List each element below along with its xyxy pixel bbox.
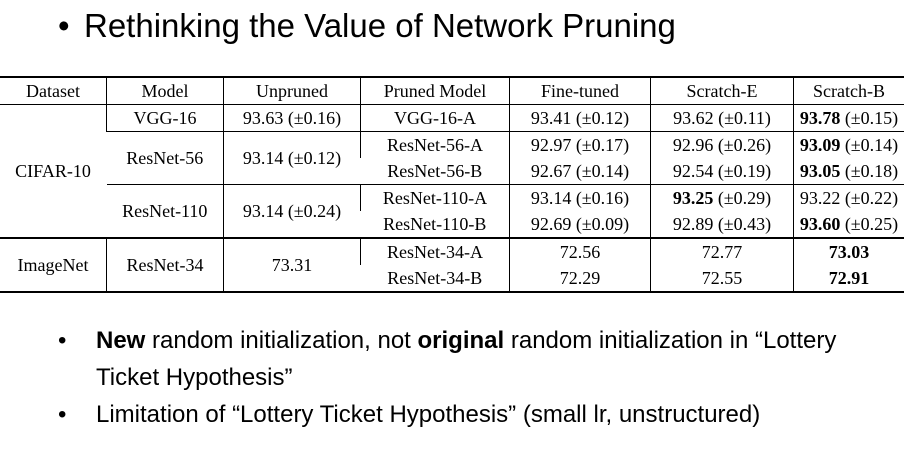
best-value: 93.05 (799, 161, 841, 181)
std-value: (±0.29) (713, 188, 772, 208)
header-dataset: Dataset (26, 81, 80, 101)
model-cell: VGG-16 (106, 104, 224, 132)
scratch-b-cell: 93.78 (±0.15) (793, 104, 904, 132)
model-cell: ResNet-56 (126, 148, 204, 168)
best-value: 73.03 (828, 242, 870, 262)
header-model: Model (106, 77, 224, 105)
scratch-b-cell: 93.05 (±0.18) (793, 158, 904, 185)
fine-tuned-cell: 93.14 (±0.16) (509, 184, 651, 211)
unpruned-cell: 93.14 (±0.24) (223, 184, 361, 238)
fine-tuned-cell: 72.56 (509, 238, 651, 265)
scratch-e-cell: 92.96 (±0.26) (650, 131, 794, 158)
bullet-text: random initialization, not (145, 327, 418, 354)
bold-text: New (96, 327, 146, 354)
unpruned-cell: 93.14 (±0.12) (223, 131, 361, 185)
scratch-b-cell: 73.03 (793, 238, 904, 265)
header-fine-tuned: Fine-tuned (509, 77, 651, 105)
bullet-item: New random initialization, not original … (58, 322, 898, 396)
dataset-cell: ImageNet (17, 255, 89, 275)
table-header-row: Dataset Model Unpruned Pruned Model Fine… (0, 77, 904, 105)
header-unpruned: Unpruned (223, 77, 361, 105)
bold-text: original (417, 327, 505, 354)
header-scratch-b: Scratch-B (793, 77, 904, 105)
std-value: (±0.25) (840, 214, 899, 234)
table-row: ResNet-56-B 92.67 (±0.14) 92.54 (±0.19) … (0, 158, 904, 185)
fine-tuned-cell: 92.69 (±0.09) (509, 211, 651, 238)
table-row: ResNet-110-B 92.69 (±0.09) 92.89 (±0.43)… (0, 211, 904, 238)
best-value: 93.09 (799, 135, 841, 155)
table-row: ResNet-34-B 72.29 72.55 72.91 (0, 265, 904, 292)
scratch-e-cell: 72.77 (650, 238, 794, 265)
std-value: (±0.18) (840, 161, 899, 181)
fine-tuned-cell: 92.97 (±0.17) (509, 131, 651, 158)
pruned-model-cell: ResNet-110-B (383, 214, 487, 234)
scratch-e-cell: 92.54 (±0.19) (650, 158, 794, 185)
scratch-e-cell: 93.62 (±0.11) (650, 104, 794, 132)
model-cell: ResNet-34 (106, 238, 224, 292)
pruned-model-cell: ResNet-110-A (360, 184, 510, 211)
scratch-b-cell: 93.09 (±0.14) (793, 131, 904, 158)
scratch-e-cell: 72.55 (650, 265, 794, 292)
table-row: CIFAR-10 VGG-16 93.63 (±0.16) VGG-16-A 9… (0, 104, 904, 181)
best-value: 93.78 (799, 108, 841, 128)
table-row: ImageNet ResNet-34 73.31 ResNet-34-A 72.… (0, 238, 904, 292)
bullet-text: Limitation of “Lottery Ticket Hypothesis… (96, 401, 761, 428)
title-bullet: • (58, 7, 70, 44)
pruned-model-cell: ResNet-56-B (387, 161, 483, 181)
table-row: ResNet-56 93.14 (±0.12) ResNet-56-A 92.9… (0, 131, 904, 185)
bullet-item: Limitation of “Lottery Ticket Hypothesis… (58, 396, 898, 433)
bullet-text: random initialization in “Lottery Ticket… (96, 327, 837, 391)
model-cell: ResNet-110 (122, 201, 208, 221)
bullet-list: New random initialization, not original … (58, 322, 898, 433)
results-table: Dataset Model Unpruned Pruned Model Fine… (0, 76, 904, 293)
unpruned-cell: 93.63 (±0.16) (223, 104, 361, 132)
slide-title-text: Rethinking the Value of Network Pruning (84, 7, 676, 44)
header-scratch-e: Scratch-E (650, 77, 794, 105)
std-value: (±0.15) (840, 108, 899, 128)
pruned-model-cell: VGG-16-A (360, 104, 510, 132)
header-pruned-model: Pruned Model (360, 77, 510, 105)
best-value: 93.60 (799, 214, 841, 234)
best-value: 72.91 (828, 268, 870, 288)
scratch-b-cell: 72.91 (793, 265, 904, 292)
slide-title: • Rethinking the Value of Network Pruning (58, 4, 898, 48)
unpruned-cell: 73.31 (223, 238, 361, 292)
fine-tuned-cell: 72.29 (509, 265, 651, 292)
scratch-e-cell: 92.89 (±0.43) (650, 211, 794, 238)
fine-tuned-cell: 92.67 (±0.14) (509, 158, 651, 185)
table-row: ResNet-110 93.14 (±0.24) ResNet-110-A 93… (0, 184, 904, 238)
scratch-b-cell: 93.22 (±0.22) (793, 184, 904, 211)
best-value: 93.25 (672, 188, 714, 208)
pruned-model-cell: ResNet-34-A (360, 238, 510, 265)
fine-tuned-cell: 93.41 (±0.12) (509, 104, 651, 132)
std-value: (±0.14) (840, 135, 899, 155)
scratch-b-cell: 93.60 (±0.25) (793, 211, 904, 238)
pruned-model-cell: ResNet-34-B (387, 268, 483, 288)
pruned-model-cell: ResNet-56-A (360, 131, 510, 158)
scratch-e-cell: 93.25 (±0.29) (650, 184, 794, 211)
dataset-cell: CIFAR-10 (15, 161, 91, 181)
